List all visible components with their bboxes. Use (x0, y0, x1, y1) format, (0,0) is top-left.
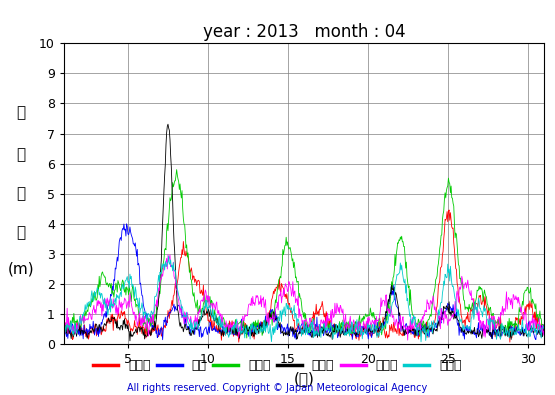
石廂崎 (69, 315, 76, 320)
屋久島 (165, 254, 172, 258)
屋久島 (377, 330, 384, 335)
生月島 (541, 329, 547, 333)
生月島 (60, 325, 67, 329)
石廂崎 (541, 323, 547, 328)
唐桑 (194, 324, 201, 329)
Line: 石廂崎: 石廂崎 (64, 169, 544, 338)
Text: 高: 高 (16, 225, 25, 240)
Text: (m): (m) (7, 261, 34, 276)
石廂崎 (173, 167, 180, 172)
Line: 経ヶ崎: 経ヶ崎 (64, 124, 544, 341)
屋久島 (60, 327, 67, 331)
唐桑 (119, 229, 125, 233)
経ヶ崎 (165, 122, 171, 126)
石廂崎 (119, 280, 125, 285)
生月島 (193, 315, 200, 320)
Line: 唐桑: 唐桑 (64, 224, 544, 340)
上ノ国 (377, 319, 384, 324)
上ノ国 (167, 311, 174, 316)
経ヶ崎 (119, 324, 125, 329)
生月島 (69, 324, 76, 328)
Text: 波: 波 (16, 186, 25, 201)
上ノ国 (193, 278, 199, 283)
石廂崎 (167, 198, 174, 203)
経ヶ崎 (60, 326, 67, 331)
Line: 上ノ国: 上ノ国 (64, 210, 544, 342)
経ヶ崎 (377, 326, 384, 331)
屋久島 (168, 265, 175, 269)
上ノ国 (446, 207, 452, 212)
Line: 生月島: 生月島 (64, 255, 544, 340)
唐桑 (541, 328, 547, 333)
唐桑 (169, 308, 175, 313)
唐桑 (123, 222, 130, 226)
石廂崎 (193, 302, 200, 307)
石廂崎 (60, 324, 67, 329)
屋久島 (69, 331, 76, 336)
Text: All rights reserved. Copyright © Japan Meteorological Agency: All rights reserved. Copyright © Japan M… (128, 383, 427, 393)
Title: year : 2013   month : 04: year : 2013 month : 04 (203, 23, 405, 41)
上ノ国 (235, 340, 242, 344)
Line: 屋久島: 屋久島 (64, 256, 544, 342)
屋久島 (193, 319, 200, 324)
Legend: 上ノ国, 唐桑, 石廂崎, 経ヶ崎, 生月島, 屋久島: 上ノ国, 唐桑, 石廂崎, 経ヶ崎, 生月島, 屋久島 (88, 354, 467, 377)
生月島 (119, 308, 125, 313)
唐桑 (159, 337, 166, 342)
石廂崎 (244, 336, 250, 340)
生月島 (165, 252, 171, 257)
石廂崎 (364, 314, 370, 319)
上ノ国 (363, 324, 370, 328)
屋久島 (363, 332, 370, 337)
Text: 義: 義 (16, 147, 25, 162)
唐桑 (60, 320, 67, 324)
上ノ国 (60, 324, 67, 328)
X-axis label: (日): (日) (294, 371, 314, 386)
経ヶ崎 (127, 339, 133, 343)
屋久島 (119, 284, 125, 289)
生月島 (363, 319, 370, 324)
唐桑 (377, 325, 384, 329)
生月島 (377, 308, 384, 313)
上ノ国 (119, 310, 125, 315)
石廂崎 (377, 324, 384, 328)
経ヶ崎 (169, 184, 175, 189)
経ヶ崎 (541, 330, 547, 335)
上ノ国 (69, 337, 76, 342)
屋久島 (541, 324, 547, 329)
Text: 有: 有 (16, 105, 25, 120)
上ノ国 (541, 325, 547, 330)
屋久島 (418, 339, 425, 344)
経ヶ崎 (194, 326, 201, 331)
生月島 (405, 338, 411, 342)
唐桑 (364, 325, 370, 330)
生月島 (168, 263, 175, 268)
経ヶ崎 (69, 330, 76, 335)
経ヶ崎 (364, 324, 370, 329)
唐桑 (69, 322, 76, 326)
